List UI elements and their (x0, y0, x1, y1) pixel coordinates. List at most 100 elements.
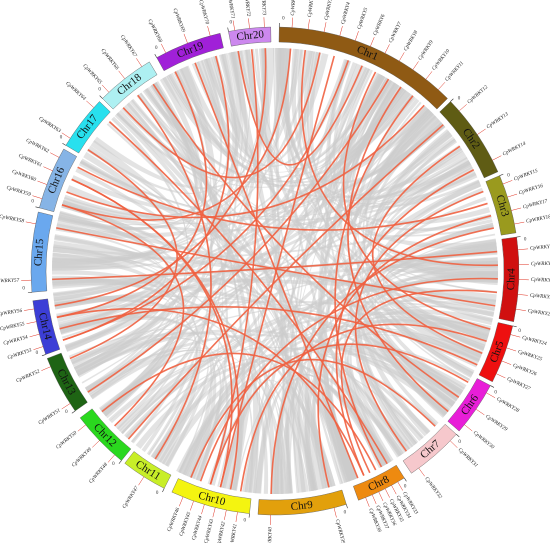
gene-label: CpWRKY68 (146, 18, 163, 43)
gene-label: CpWRKY5 (356, 7, 369, 31)
gene-label: CpWRKY13 (486, 111, 510, 130)
gene-tick (102, 85, 109, 92)
gene-tick (62, 133, 70, 138)
gene-tick (398, 482, 403, 491)
zero-tick-label: 0 (156, 491, 159, 496)
gene-label: CpWRKY28 (495, 396, 520, 414)
zero-tick-label: 0 (458, 440, 461, 445)
gene-tick (511, 208, 521, 210)
gene-tick (518, 294, 528, 295)
gene-label: CpWRKY51 (37, 407, 62, 426)
gene-tick (477, 129, 485, 135)
zero-tick-label: 0 (31, 199, 34, 204)
gene-label: CpWRKY70 (197, 0, 210, 25)
zero-tick (404, 478, 406, 481)
gene-tick (385, 44, 390, 53)
zero-tick-label: 0 (344, 511, 347, 516)
gene-label: CpWRKY16 (518, 183, 544, 196)
gene-label: CpWRKY56 (0, 308, 23, 318)
gene-tick (503, 180, 512, 184)
gene-label: CpWRKY27 (506, 376, 532, 392)
gene-label: CpWRKY46 (165, 506, 181, 532)
gene-tick (62, 404, 70, 409)
gene-tick (213, 508, 215, 518)
gene-tick (385, 489, 390, 498)
gene-label: CpWRKY26 (512, 363, 538, 378)
zero-tick-label: 0 (518, 329, 521, 334)
gene-tick (419, 468, 425, 476)
gene-label: CpWRKY60 (11, 169, 37, 184)
gene-label: CpWRKY14 (501, 140, 527, 158)
gene-tick (324, 22, 326, 32)
gene-tick (24, 309, 34, 311)
zero-tick-label: 0 (36, 351, 39, 356)
gene-label: CpWRKY30 (472, 430, 496, 451)
gene-tick (496, 374, 505, 378)
gene-tick (179, 497, 183, 506)
zero-tick-label: 0 (98, 88, 101, 93)
gene-tick (514, 222, 524, 224)
gene-label: CpWRKY55 (0, 321, 26, 332)
gene-label: CpWRKY25 (517, 349, 543, 363)
gene-tick (372, 495, 376, 504)
zero-tick-label: 0 (524, 237, 527, 242)
zero-tick-label: 0 (494, 390, 497, 395)
gene-tick (190, 501, 193, 510)
zero-tick-label: 0 (243, 519, 246, 524)
zero-tick (162, 488, 164, 492)
gene-tick (139, 477, 144, 485)
gene-tick (43, 167, 52, 171)
gene-tick (201, 505, 204, 515)
gene-tick (161, 44, 165, 53)
gene-tick (340, 26, 343, 36)
gene-tick (208, 26, 211, 36)
gene-label: CpWRKY44 (190, 514, 204, 540)
gene-label: CpWRKY15 (513, 168, 539, 183)
gene-label: CpWRKY73 (260, 0, 267, 16)
gene-tick (355, 31, 358, 40)
gene-label: CpWRKY62 (25, 137, 50, 154)
gene-label: CpWRKY24 (521, 334, 547, 347)
gene-label: CpWRKY31 (457, 447, 479, 469)
gene-tick (379, 492, 383, 501)
gene-label: CpWRKY12 (466, 84, 489, 105)
gene-label: CpWRKY19 (530, 243, 550, 251)
gene-label: CpWRKY50 (55, 430, 79, 451)
gene-tick (34, 347, 44, 350)
zero-tick (517, 236, 521, 237)
gene-label: CpWRKY43 (202, 518, 215, 543)
gene-label: CpWRKY71 (226, 0, 236, 19)
gene-label: CpWRKY53 (7, 347, 33, 361)
gene-label: CpWRKY59 (6, 185, 32, 198)
gene-label: CpWRKY41 (228, 523, 239, 543)
gene-tick (370, 37, 374, 46)
zero-tick (42, 354, 46, 355)
gene-tick (308, 19, 309, 29)
gene-label: CpWRKY20 (531, 261, 550, 268)
gene-label: CpWRKY66 (100, 48, 120, 72)
zero-tick-label: 0 (230, 20, 233, 25)
zero-tick-label: 0 (60, 135, 63, 140)
gene-label: CpWRKY64 (64, 80, 88, 102)
gene-tick (86, 101, 93, 108)
gene-label: CpWRKY29 (484, 414, 508, 433)
chromosome-label: Chr15 (32, 238, 46, 267)
gene-tick (32, 196, 42, 199)
gene-tick (426, 71, 432, 79)
gene-label: CpWRKY21 (531, 277, 550, 284)
chromosome-label: Chr3 (494, 194, 512, 219)
gene-tick (41, 367, 50, 371)
zero-tick (513, 326, 517, 327)
zero-tick (451, 99, 454, 102)
gene-tick (119, 71, 125, 79)
gene-tick (507, 348, 516, 351)
gene-label: CpWRKY39 (334, 519, 346, 543)
gene-label: CpWRKY63 (38, 116, 63, 135)
gene-tick (236, 512, 238, 522)
zero-tick (72, 411, 75, 413)
gene-label: CpWRKY9 (417, 39, 435, 61)
gene-label: CpWRKY40 (266, 526, 273, 543)
gene-tick (233, 20, 235, 30)
gene-label: CpWRKY58 (0, 214, 25, 225)
